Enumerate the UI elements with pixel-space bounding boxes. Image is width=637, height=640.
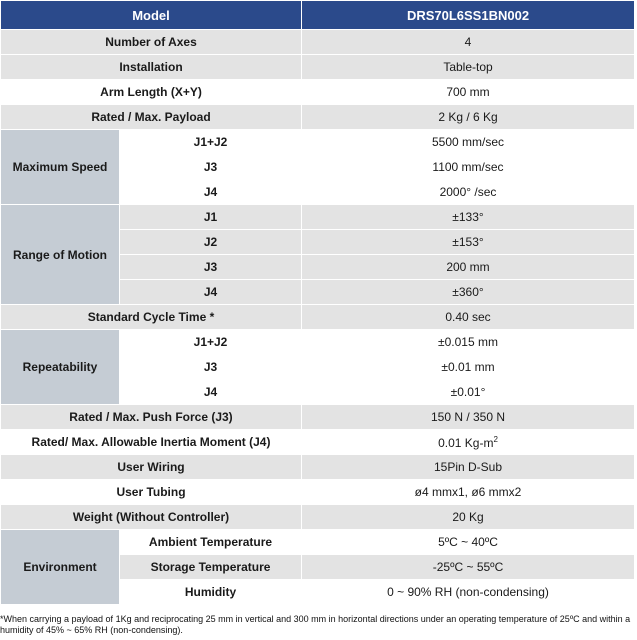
row-value: 0.40 sec [301, 304, 635, 330]
table-row: Rated/ Max. Allowable Inertia Moment (J4… [0, 429, 635, 455]
table-row: Humidity 0 ~ 90% RH (non-condensing) [1, 579, 635, 605]
sub-label: J4 [119, 279, 302, 305]
sub-label: J4 [119, 379, 302, 405]
sub-label: Ambient Temperature [119, 529, 302, 555]
table-header-row: Model DRS70L6SS1BN002 [0, 0, 635, 30]
row-value: ±153° [301, 229, 635, 255]
table-row: J4 ±0.01° [1, 379, 635, 405]
row-value: -25ºC ~ 55ºC [301, 554, 635, 580]
group-label: Environment [0, 529, 120, 605]
row-value: 200 mm [301, 254, 635, 280]
row-value: 4 [301, 29, 635, 55]
row-value: Table-top [301, 54, 635, 80]
row-value: ø4 mmx1, ø6 mmx2 [301, 479, 635, 505]
table-row: Rated / Max. Push Force (J3) 150 N / 350… [0, 404, 635, 430]
row-value: 150 N / 350 N [301, 404, 635, 430]
row-value: 5500 mm/sec [301, 129, 635, 155]
spec-table: Model DRS70L6SS1BN002 Number of Axes 4 I… [0, 0, 635, 605]
row-value: 20 Kg [301, 504, 635, 530]
row-label: Standard Cycle Time * [0, 304, 302, 330]
sub-label: J3 [119, 154, 302, 180]
row-value: 0 ~ 90% RH (non-condensing) [301, 579, 635, 605]
sub-label: J1+J2 [119, 129, 302, 155]
sub-label: J1 [119, 204, 302, 230]
table-row: Number of Axes 4 [0, 29, 635, 55]
row-value: ±133° [301, 204, 635, 230]
row-value: ±0.01 mm [301, 354, 635, 380]
group-label: Range of Motion [0, 204, 120, 305]
table-row: Installation Table-top [0, 54, 635, 80]
row-value: 5ºC ~ 40ºC [301, 529, 635, 555]
row-value: 1100 mm/sec [301, 154, 635, 180]
sub-label: J3 [119, 354, 302, 380]
footnote: *When carrying a payload of 1Kg and reci… [0, 614, 631, 635]
sub-label: Storage Temperature [119, 554, 302, 580]
row-label: User Tubing [0, 479, 302, 505]
inertia-value: 0.01 Kg-m [438, 435, 494, 450]
row-label: Number of Axes [0, 29, 302, 55]
row-value: 2000° /sec [301, 179, 635, 205]
row-label: Weight (Without Controller) [0, 504, 302, 530]
header-model-value: DRS70L6SS1BN002 [301, 0, 635, 30]
inertia-unit-exponent: 2 [493, 434, 498, 444]
table-row: Repeatability J1+J2 ±0.015 mm [0, 329, 635, 405]
row-label: User Wiring [0, 454, 302, 480]
table-row: J3 200 mm [1, 254, 635, 280]
sub-label: J4 [119, 179, 302, 205]
table-row: J4 ±360° [1, 279, 635, 305]
table-row: J3 ±0.01 mm [1, 354, 635, 380]
sub-label: J3 [119, 254, 302, 280]
row-value: 2 Kg / 6 Kg [301, 104, 635, 130]
row-value: 700 mm [301, 79, 635, 105]
sub-label: Humidity [119, 579, 302, 605]
row-value: 15Pin D-Sub [301, 454, 635, 480]
row-label: Rated/ Max. Allowable Inertia Moment (J4… [0, 429, 302, 455]
row-value: 0.01 Kg-m2 [301, 429, 635, 455]
row-value: ±0.015 mm [301, 329, 635, 355]
row-value: ±0.01° [301, 379, 635, 405]
group-label: Maximum Speed [0, 129, 120, 205]
table-row: J3 1100 mm/sec [1, 154, 635, 180]
table-row: Standard Cycle Time * 0.40 sec [0, 304, 635, 330]
table-row: Weight (Without Controller) 20 Kg [0, 504, 635, 530]
table-row: User Wiring 15Pin D-Sub [0, 454, 635, 480]
table-row: Arm Length (X+Y) 700 mm [0, 79, 635, 105]
row-label: Rated / Max. Push Force (J3) [0, 404, 302, 430]
table-row: Rated / Max. Payload 2 Kg / 6 Kg [0, 104, 635, 130]
table-row: Range of Motion J1 ±133° [0, 204, 635, 305]
table-row: Maximum Speed J1+J2 5500 mm/sec [0, 129, 635, 205]
table-row: Environment Ambient Temperature 5ºC ~ 40… [0, 529, 635, 605]
row-label: Rated / Max. Payload [0, 104, 302, 130]
table-row: User Tubing ø4 mmx1, ø6 mmx2 [0, 479, 635, 505]
sub-label: J2 [119, 229, 302, 255]
row-label: Installation [0, 54, 302, 80]
table-row: Storage Temperature -25ºC ~ 55ºC [1, 554, 635, 580]
row-label: Arm Length (X+Y) [0, 79, 302, 105]
group-label: Repeatability [0, 329, 120, 405]
table-row: J2 ±153° [1, 229, 635, 255]
sub-label: J1+J2 [119, 329, 302, 355]
row-value: ±360° [301, 279, 635, 305]
header-label: Model [0, 0, 302, 30]
